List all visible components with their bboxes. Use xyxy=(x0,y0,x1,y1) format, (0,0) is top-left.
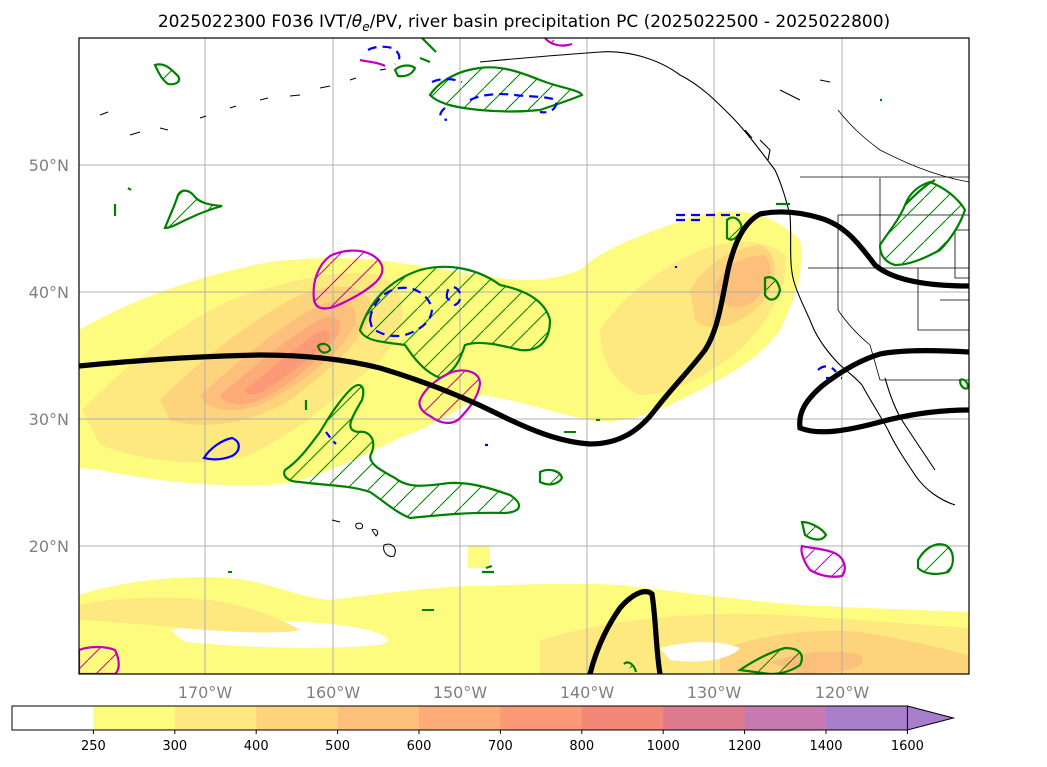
chart-title: 2025022300 F036 IVT/θe/PV, river basin p… xyxy=(158,12,890,34)
colorbar-tick-label: 1600 xyxy=(891,739,924,754)
colorbar-segment xyxy=(500,706,583,730)
lon-label-150w: 150°W xyxy=(433,683,488,702)
colorbar-tick-label: 300 xyxy=(162,739,187,754)
colorbar-tick-label: 700 xyxy=(488,739,513,754)
lon-label-120w: 120°W xyxy=(815,683,870,702)
colorbar-tick-label: 250 xyxy=(81,739,106,754)
lat-label-30: 30°N xyxy=(29,410,69,429)
colorbar-segment xyxy=(93,706,176,730)
lat-labels: 50°N 40°N 30°N 20°N xyxy=(29,156,69,556)
colorbar-border xyxy=(11,705,908,731)
aleutians xyxy=(99,68,387,136)
ivt-south-gap2 xyxy=(660,642,740,662)
map-frame xyxy=(78,37,970,675)
lat-label-40: 40°N xyxy=(29,283,69,302)
colorbar-segment xyxy=(337,706,420,730)
colorbar-segment xyxy=(174,706,257,730)
ivt-south-300 xyxy=(79,597,300,633)
baja-coast xyxy=(861,384,956,506)
magenta-contours xyxy=(79,38,846,674)
colorbar-tick-label: 600 xyxy=(407,739,432,754)
colorbar-tick-label: 1000 xyxy=(647,739,680,754)
lat-label-50: 50°N xyxy=(29,156,69,175)
pv-contour-main xyxy=(79,209,969,447)
colorbar-segment xyxy=(581,706,664,730)
lon-label-140w: 140°W xyxy=(560,683,615,702)
colorbar-tick-label: 400 xyxy=(244,739,269,754)
alaska-coast xyxy=(479,51,791,216)
hawaii-islands xyxy=(331,519,396,557)
lon-label-160w: 160°W xyxy=(306,683,361,702)
colorbar-segment xyxy=(419,706,501,730)
colorbar-segment xyxy=(256,706,339,730)
colorbar-extend-arrow xyxy=(906,705,956,731)
colorbar-tick-label: 500 xyxy=(325,739,350,754)
lon-label-130w: 130°W xyxy=(687,683,742,702)
colorbar-tick-label: 800 xyxy=(569,739,594,754)
pv-contour-east xyxy=(797,348,969,435)
lon-labels: 170°W 160°W 150°W 140°W 130°W 120°W xyxy=(178,683,870,702)
colorbar-segment xyxy=(826,706,908,730)
colorbar-segment xyxy=(663,706,746,730)
lat-label-20: 20°N xyxy=(29,537,69,556)
bc-islands xyxy=(744,79,831,161)
pv-contour-south xyxy=(587,589,663,674)
colorbar: 250 300 400 500 600 700 800 1000 1200 1400 1600 xyxy=(11,705,956,754)
green-contours xyxy=(113,38,969,674)
ivt-band-700 xyxy=(245,330,330,395)
colorbar-segment xyxy=(12,706,94,730)
ivt-south-250b xyxy=(468,545,490,568)
colorbar-tick-label: 1400 xyxy=(809,739,842,754)
colorbar-segment xyxy=(744,706,827,730)
baja-inner xyxy=(884,377,936,471)
green-specks xyxy=(228,419,600,611)
colorbar-tick-label: 1200 xyxy=(728,739,761,754)
lon-label-170w: 170°W xyxy=(178,683,233,702)
pv-contours xyxy=(79,209,969,674)
